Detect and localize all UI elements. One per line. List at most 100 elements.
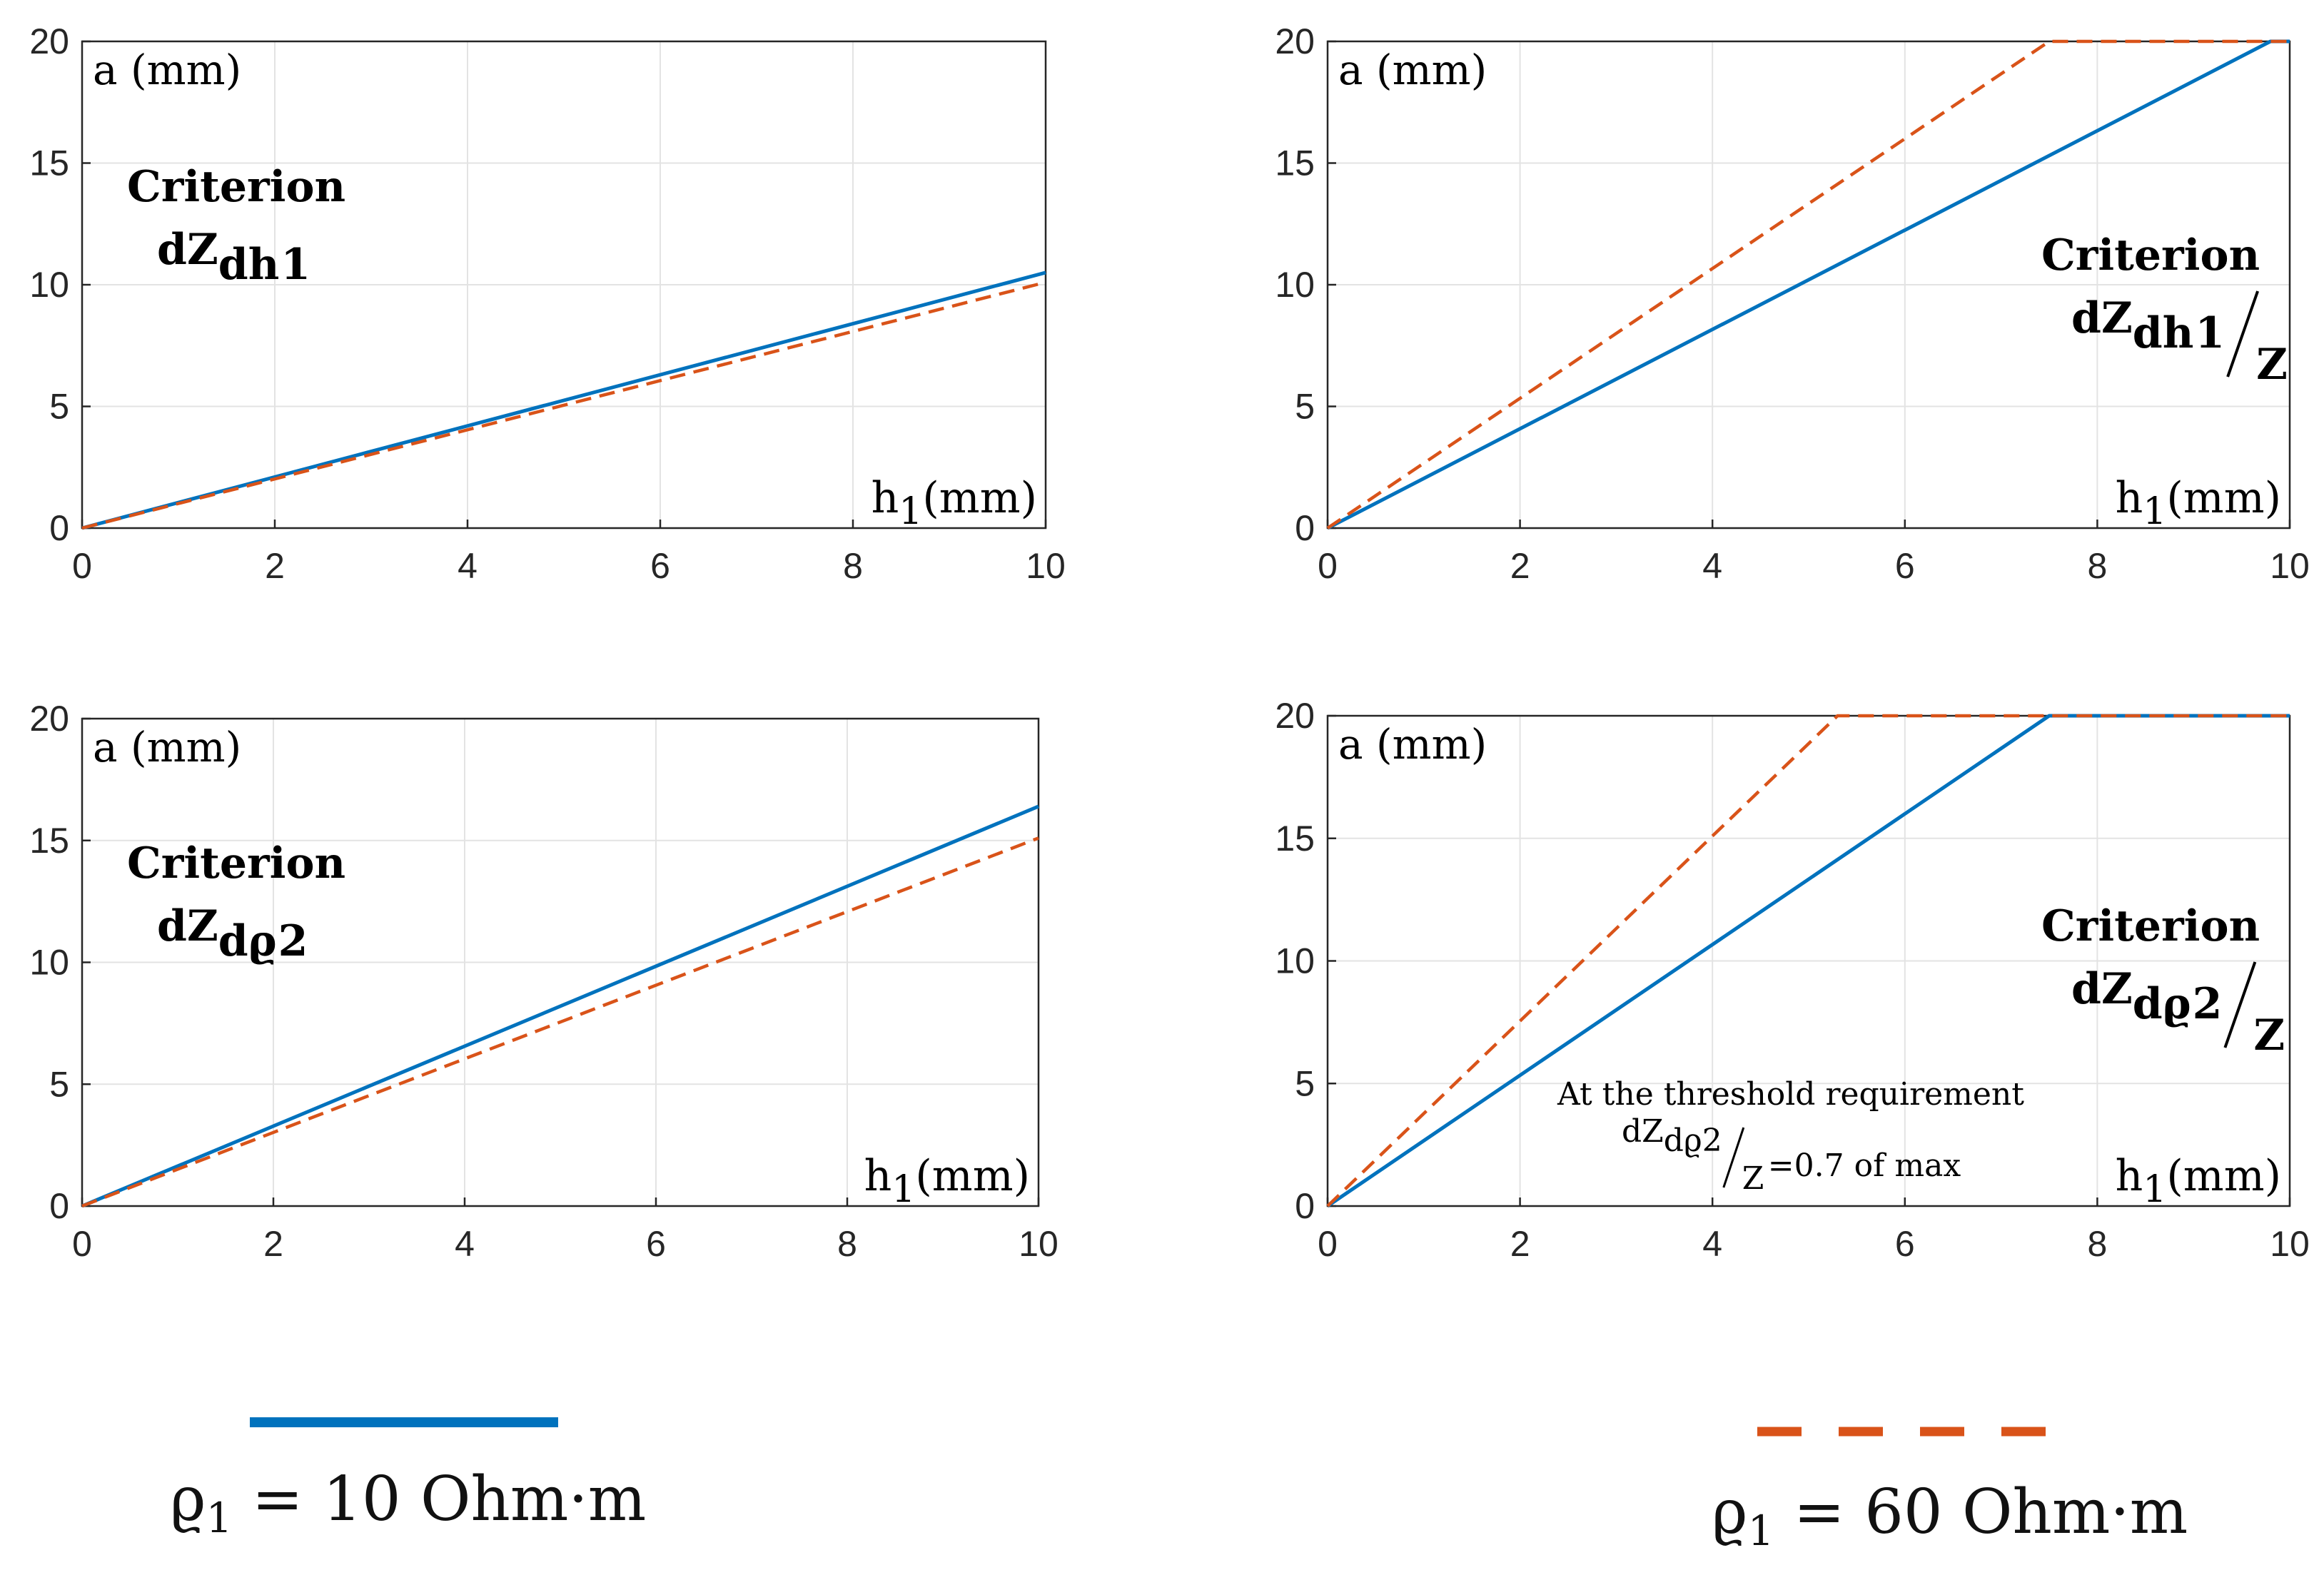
criterion-formula: dZdh1 [157, 225, 310, 290]
criterion-sub: dϱ [2133, 979, 2191, 1029]
x-tick-label: 0 [1318, 1224, 1338, 1264]
x-axis-label: h1(mm) [872, 473, 1037, 533]
y-tick-label: 15 [1275, 819, 1315, 859]
x-tick-label: 10 [1019, 1224, 1059, 1264]
y-tick-label: 10 [29, 265, 69, 305]
criterion-subsub: 2 [2193, 979, 2223, 1029]
legend-rho-sub: 1 [1748, 1506, 1774, 1555]
note-denominator: Z [1742, 1160, 1764, 1197]
x-label-sub: 1 [891, 1168, 915, 1211]
x-tick-label: 0 [72, 1224, 92, 1264]
y-axis-label: a (mm) [93, 46, 241, 94]
y-tick-label: 5 [1295, 387, 1315, 427]
x-label-h: h [2116, 473, 2143, 523]
x-tick-label: 4 [1702, 1224, 1722, 1264]
series-line-rho-10 [81, 270, 1046, 530]
legend-text: = 60 Ohm·m [1774, 1477, 2188, 1548]
note-subsub: 2 [1702, 1123, 1722, 1159]
criterion-title: Criterion [127, 162, 345, 212]
x-tick-label: 2 [1510, 546, 1530, 586]
y-tick-label: 0 [49, 1186, 69, 1226]
x-axis-label: h1(mm) [2116, 473, 2281, 533]
y-tick-label: 20 [29, 699, 69, 739]
x-tick-label: 4 [1702, 546, 1722, 586]
x-tick-label: 4 [455, 1224, 475, 1264]
x-label-unit: (mm) [2166, 473, 2281, 523]
note-dz: dZ [1622, 1113, 1664, 1150]
criterion-subsub: 2 [278, 916, 308, 966]
x-tick-label: 2 [263, 1224, 283, 1264]
y-tick-label: 5 [49, 1064, 69, 1104]
note-tail: =0.7 of max [1768, 1148, 1961, 1184]
y-tick-label: 0 [49, 508, 69, 548]
criterion-formula: dZdh1 [2071, 293, 2225, 358]
legend-rho-sub: 1 [206, 1494, 233, 1542]
y-axis-label: a (mm) [1338, 46, 1487, 94]
threshold-note-formula: dZdϱ2 [1622, 1113, 1722, 1159]
x-label-h: h [2116, 1151, 2143, 1201]
series-line-rho-60 [1326, 714, 2290, 1207]
y-tick-label: 15 [29, 143, 69, 183]
note-fraction-slash [1722, 1127, 1745, 1188]
threshold-note: At the threshold requirement [1557, 1076, 2024, 1113]
y-tick-label: 20 [1275, 696, 1315, 736]
y-axis-label: a (mm) [93, 723, 241, 771]
fraction-slash [2226, 290, 2259, 378]
x-tick-label: 10 [2270, 546, 2310, 586]
x-tick-label: 6 [650, 546, 670, 586]
criterion-formula: dZdϱ2 [157, 901, 308, 966]
criterion-sub: dh [2133, 308, 2194, 358]
x-label-h: h [872, 473, 899, 523]
x-tick-label: 8 [2087, 1224, 2107, 1264]
series-line-rho-10 [81, 804, 1039, 1208]
y-tick-label: 0 [1295, 508, 1315, 548]
x-tick-label: 4 [458, 546, 478, 586]
y-tick-label: 0 [1295, 1186, 1315, 1226]
criterion-sub: dh [218, 240, 280, 290]
criterion-title: Criterion [2041, 231, 2260, 280]
legend-rho-symbol: ϱ [1712, 1477, 1748, 1548]
x-tick-label: 8 [837, 1224, 857, 1264]
y-axis-label: a (mm) [1338, 720, 1487, 769]
x-axis-label: h1(mm) [2116, 1151, 2281, 1211]
criterion-title: Criterion [127, 839, 345, 888]
legend-label: ϱ1 = 60 Ohm·m [1712, 1477, 2188, 1555]
x-label-h: h [864, 1151, 892, 1201]
x-tick-label: 6 [1895, 546, 1915, 586]
criterion-dz: dZ [157, 225, 218, 275]
x-tick-label: 8 [2087, 546, 2107, 586]
legend-label: ϱ1 = 10 Ohm·m [170, 1464, 646, 1542]
x-label-unit: (mm) [915, 1151, 1030, 1201]
legend-text: = 10 Ohm·m [232, 1464, 646, 1535]
x-tick-label: 6 [1895, 1224, 1915, 1264]
x-tick-label: 8 [843, 546, 863, 586]
series-line-rho-60 [81, 280, 1046, 530]
y-tick-label: 5 [1295, 1063, 1315, 1103]
x-label-unit: (mm) [922, 473, 1037, 523]
x-tick-label: 0 [72, 546, 92, 586]
x-tick-label: 2 [265, 546, 285, 586]
chart-panel-3: 0 2 4 6 8 10 0 5 10 15 20 a (mm) h1(mm) Criterion dZdϱ… [29, 699, 1058, 1264]
y-tick-label: 10 [1275, 265, 1315, 305]
criterion-subsub: 1 [2195, 308, 2225, 358]
x-label-unit: (mm) [2166, 1151, 2281, 1201]
legend-rho-symbol: ϱ [170, 1464, 206, 1535]
x-label-sub: 1 [2143, 490, 2166, 533]
series-line-rho-60 [1326, 39, 2290, 530]
series-line-rho-60 [81, 836, 1039, 1208]
criterion-dz: dZ [2071, 293, 2133, 343]
criterion-denominator: Z [2253, 1011, 2285, 1060]
x-tick-label: 10 [2270, 1224, 2310, 1264]
criterion-formula: dZdϱ2 [2071, 964, 2222, 1029]
y-tick-label: 20 [1275, 21, 1315, 61]
x-label-sub: 1 [899, 490, 922, 533]
criterion-sub: dϱ [218, 916, 277, 966]
legend: ϱ1 = 10 Ohm·m ϱ1 = 60 Ohm·m [170, 1417, 2188, 1555]
x-label-sub: 1 [2143, 1168, 2166, 1211]
criterion-dz: dZ [157, 901, 218, 951]
y-tick-label: 20 [29, 21, 69, 61]
criterion-dz: dZ [2071, 964, 2133, 1014]
